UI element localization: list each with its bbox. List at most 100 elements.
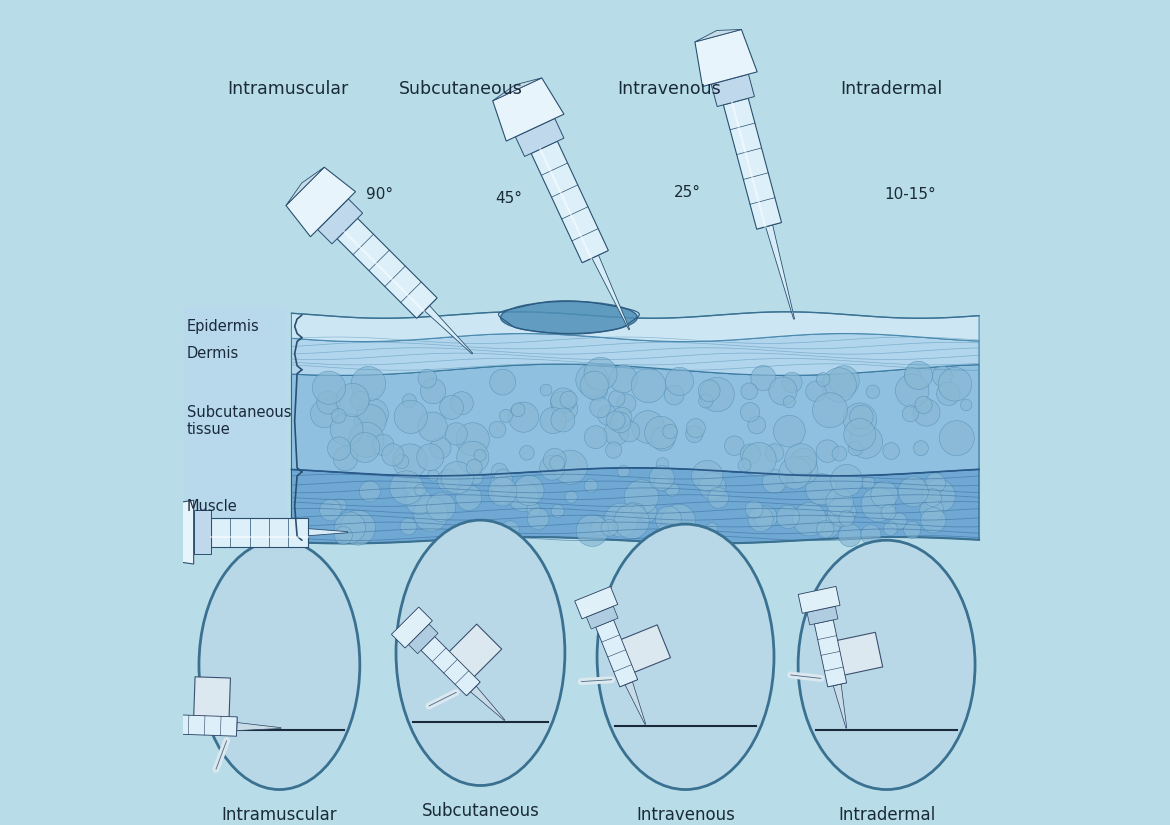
Polygon shape — [695, 30, 742, 42]
Circle shape — [335, 512, 365, 543]
Polygon shape — [291, 333, 979, 375]
Circle shape — [700, 377, 735, 412]
Polygon shape — [574, 587, 618, 619]
Circle shape — [813, 393, 847, 427]
Polygon shape — [415, 296, 436, 318]
Polygon shape — [612, 625, 670, 676]
Circle shape — [511, 403, 525, 417]
Circle shape — [550, 392, 571, 412]
Text: Subcutaneous: Subcutaneous — [399, 80, 522, 98]
Polygon shape — [291, 364, 979, 476]
Circle shape — [777, 506, 799, 529]
Text: 10-15°: 10-15° — [885, 187, 936, 202]
Circle shape — [903, 521, 921, 539]
Polygon shape — [211, 518, 308, 547]
Circle shape — [509, 402, 538, 432]
Circle shape — [445, 422, 467, 445]
Circle shape — [580, 371, 608, 399]
Circle shape — [611, 412, 631, 433]
Text: Epidermis: Epidermis — [187, 318, 260, 334]
Circle shape — [698, 394, 713, 408]
Circle shape — [773, 415, 805, 447]
Circle shape — [817, 515, 840, 538]
Text: Intravenous: Intravenous — [617, 80, 721, 98]
Circle shape — [940, 421, 975, 455]
Circle shape — [514, 475, 544, 506]
Circle shape — [839, 524, 861, 547]
Circle shape — [817, 440, 839, 462]
Circle shape — [741, 444, 760, 464]
Circle shape — [662, 504, 696, 538]
Circle shape — [817, 373, 830, 386]
Circle shape — [708, 488, 729, 508]
Polygon shape — [194, 511, 211, 554]
Polygon shape — [392, 607, 433, 648]
Circle shape — [738, 459, 751, 472]
Circle shape — [785, 444, 817, 476]
Circle shape — [862, 476, 875, 489]
Circle shape — [330, 413, 363, 446]
Circle shape — [598, 405, 618, 425]
Circle shape — [456, 422, 489, 456]
Circle shape — [654, 475, 670, 491]
Circle shape — [618, 465, 629, 478]
Circle shape — [817, 521, 834, 538]
Circle shape — [625, 479, 659, 514]
Circle shape — [519, 446, 535, 460]
Circle shape — [741, 403, 759, 422]
Circle shape — [358, 398, 388, 429]
Circle shape — [491, 463, 508, 479]
Circle shape — [632, 369, 666, 403]
Polygon shape — [723, 98, 782, 229]
Circle shape — [649, 465, 674, 491]
Circle shape — [783, 396, 796, 408]
Circle shape — [608, 390, 625, 407]
Circle shape — [790, 456, 818, 484]
Polygon shape — [317, 199, 363, 244]
Polygon shape — [584, 244, 607, 262]
Circle shape — [662, 424, 677, 439]
Polygon shape — [291, 312, 979, 342]
Circle shape — [925, 473, 945, 493]
Circle shape — [638, 502, 658, 522]
Circle shape — [427, 469, 439, 481]
Circle shape — [418, 370, 436, 388]
Polygon shape — [160, 500, 194, 564]
Circle shape — [550, 455, 565, 470]
Circle shape — [765, 444, 784, 462]
Polygon shape — [421, 637, 480, 695]
Circle shape — [526, 502, 541, 516]
Circle shape — [844, 418, 875, 450]
Circle shape — [932, 366, 952, 386]
Ellipse shape — [501, 301, 638, 333]
Circle shape — [849, 405, 873, 429]
Circle shape — [351, 366, 386, 401]
Polygon shape — [308, 529, 347, 535]
Circle shape — [831, 464, 862, 497]
Circle shape — [823, 368, 856, 402]
Circle shape — [528, 507, 549, 530]
Polygon shape — [236, 723, 281, 731]
Circle shape — [501, 521, 519, 539]
FancyBboxPatch shape — [184, 307, 288, 544]
Polygon shape — [828, 632, 882, 677]
Circle shape — [551, 504, 564, 517]
Circle shape — [883, 521, 897, 535]
Circle shape — [610, 365, 638, 393]
Circle shape — [552, 396, 578, 422]
Circle shape — [310, 400, 338, 428]
Circle shape — [539, 455, 565, 480]
Circle shape — [691, 460, 723, 492]
Circle shape — [652, 427, 675, 451]
Circle shape — [889, 512, 907, 530]
Circle shape — [870, 481, 899, 508]
Polygon shape — [493, 78, 542, 101]
Ellipse shape — [395, 520, 565, 785]
Circle shape — [741, 383, 757, 399]
Circle shape — [456, 441, 489, 474]
Circle shape — [686, 426, 703, 443]
Circle shape — [560, 391, 577, 408]
Circle shape — [632, 503, 645, 516]
Circle shape — [336, 384, 370, 417]
Ellipse shape — [597, 524, 775, 790]
